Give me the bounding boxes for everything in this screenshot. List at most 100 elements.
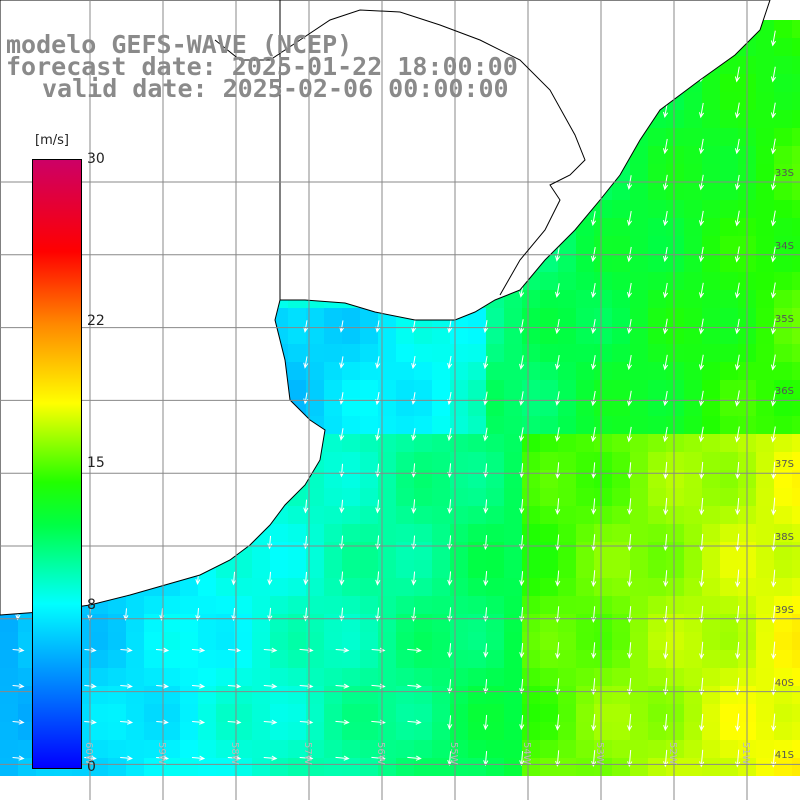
- wind-speed-cell: [576, 326, 594, 344]
- wind-arrow: [447, 355, 453, 370]
- wind-speed-cell: [684, 362, 702, 380]
- wind-speed-cell: [486, 380, 504, 398]
- wind-speed-cell: [486, 722, 504, 740]
- wind-speed-cell: [468, 542, 486, 560]
- wind-speed-cell: [378, 344, 396, 362]
- lon-label: 53W: [594, 742, 605, 765]
- wind-speed-cell: [576, 308, 594, 326]
- wind-arrow: [483, 320, 489, 334]
- wind-speed-cell: [774, 308, 792, 326]
- wind-speed-cell: [558, 362, 576, 380]
- wind-speed-cell: [792, 362, 800, 380]
- wind-speed-cell: [756, 452, 774, 470]
- wind-speed-cell: [630, 686, 648, 704]
- wind-arrow: [335, 755, 350, 761]
- wind-speed-cell: [630, 254, 648, 272]
- wind-speed-cell: [468, 326, 486, 344]
- wind-arrow: [734, 66, 740, 83]
- wind-speed-cell: [612, 722, 630, 740]
- wind-speed-cell: [468, 398, 486, 416]
- wind-speed-cell: [108, 632, 126, 650]
- wind-speed-cell: [720, 650, 738, 668]
- wind-speed-cell: [702, 596, 720, 614]
- wind-arrow: [591, 750, 597, 768]
- wind-speed-cell: [594, 704, 612, 722]
- wind-speed-cell: [198, 614, 216, 632]
- wind-speed-cell: [342, 632, 360, 650]
- wind-speed-cell: [792, 128, 800, 146]
- wind-arrow: [735, 461, 741, 480]
- wind-speed-cell: [756, 254, 774, 272]
- wind-speed-cell: [414, 758, 432, 776]
- wind-speed-cell: [306, 524, 324, 542]
- wind-speed-cell: [774, 38, 792, 56]
- wind-speed-cell: [342, 578, 360, 596]
- wind-speed-cell: [360, 308, 378, 326]
- wind-speed-cell: [612, 488, 630, 506]
- wind-speed-cell: [702, 722, 720, 740]
- wind-speed-cell: [486, 470, 504, 488]
- wind-speed-cell: [666, 542, 684, 560]
- wind-speed-cell: [180, 614, 198, 632]
- wind-speed-cell: [630, 758, 648, 776]
- wind-speed-cell: [720, 578, 738, 596]
- wind-speed-cell: [702, 344, 720, 362]
- wind-speed-cell: [594, 722, 612, 740]
- wind-speed-cell: [486, 524, 504, 542]
- wind-speed-cell: [774, 380, 792, 398]
- wind-speed-cell: [756, 758, 774, 776]
- wind-speed-cell: [612, 596, 630, 614]
- wind-speed-cell: [684, 200, 702, 218]
- wind-speed-cell: [90, 740, 108, 758]
- wind-arrow: [195, 608, 201, 622]
- wind-speed-cell: [702, 542, 720, 560]
- wind-speed-cell: [540, 614, 558, 632]
- wind-speed-cell: [306, 632, 324, 650]
- wind-speed-cell: [324, 398, 342, 416]
- wind-speed-cell: [666, 110, 684, 128]
- wind-arrow: [263, 719, 278, 725]
- wind-speed-cell: [612, 290, 630, 308]
- wind-speed-cell: [684, 254, 702, 272]
- wind-speed-cell: [774, 488, 792, 506]
- wind-speed-cell: [324, 668, 342, 686]
- wind-speed-cell: [126, 686, 144, 704]
- wind-speed-cell: [324, 650, 342, 668]
- wind-arrow: [407, 755, 422, 761]
- wind-speed-cell: [558, 254, 576, 272]
- wind-speed-cell: [684, 758, 702, 776]
- wind-arrow: [770, 210, 776, 227]
- wind-speed-cell: [270, 704, 288, 722]
- wind-speed-cell: [756, 128, 774, 146]
- wind-arrow: [375, 428, 381, 442]
- wind-speed-cell: [612, 686, 630, 704]
- wind-speed-cell: [288, 308, 306, 326]
- wind-speed-cell: [792, 560, 800, 578]
- lat-label: 34S: [774, 240, 794, 252]
- wind-speed-cell: [288, 506, 306, 524]
- wind-arrow: [191, 755, 206, 761]
- wind-speed-cell: [234, 704, 252, 722]
- wind-arrow: [447, 715, 453, 730]
- wind-speed-cell: [720, 686, 738, 704]
- wind-speed-cell: [774, 164, 792, 182]
- wind-speed-cell: [450, 614, 468, 632]
- wind-speed-cell: [648, 488, 666, 506]
- wind-speed-cell: [522, 326, 540, 344]
- wind-speed-cell: [144, 650, 162, 668]
- wind-speed-cell: [234, 578, 252, 596]
- wind-speed-cell: [792, 434, 800, 452]
- wind-arrow: [483, 427, 489, 442]
- wind-arrow: [555, 247, 561, 262]
- wind-speed-cell: [216, 704, 234, 722]
- wind-speed-cell: [594, 632, 612, 650]
- wind-speed-cell: [414, 488, 432, 506]
- wind-speed-cell: [648, 344, 666, 362]
- wind-arrow: [662, 282, 669, 299]
- wind-speed-cell: [360, 380, 378, 398]
- wind-arrow: [447, 679, 453, 694]
- wind-speed-cell: [630, 650, 648, 668]
- wind-speed-cell: [684, 470, 702, 488]
- wind-speed-cell: [486, 650, 504, 668]
